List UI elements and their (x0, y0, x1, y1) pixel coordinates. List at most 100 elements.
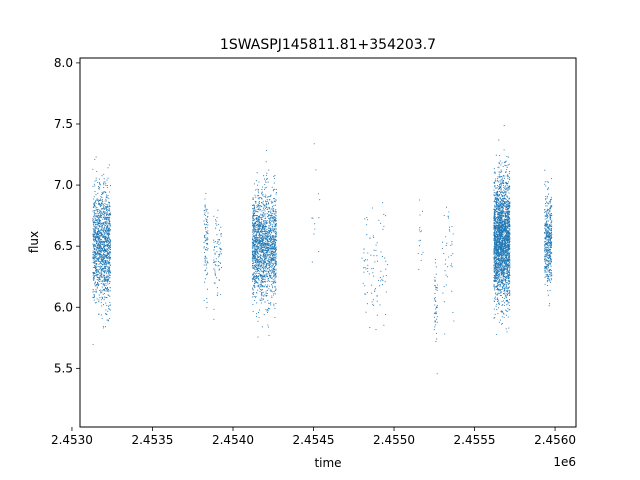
data-point (504, 194, 506, 196)
data-point (315, 169, 317, 171)
data-point (101, 213, 103, 215)
data-point (100, 254, 102, 256)
data-point (254, 268, 256, 270)
data-point (267, 196, 269, 198)
data-point (103, 284, 105, 286)
data-point (96, 170, 98, 172)
data-point (103, 293, 105, 295)
data-point (419, 199, 421, 201)
data-point (107, 235, 109, 237)
data-point (495, 154, 497, 156)
data-point (203, 213, 205, 215)
data-point (206, 226, 208, 228)
data-point (381, 278, 383, 280)
data-point (272, 253, 274, 255)
data-point (374, 288, 377, 290)
data-point (493, 238, 495, 240)
data-point (215, 258, 217, 260)
data-point (385, 268, 387, 270)
data-point (99, 199, 101, 201)
data-point (92, 278, 94, 280)
data-point (271, 242, 273, 244)
data-point (99, 183, 101, 185)
data-point (498, 253, 500, 255)
data-point (372, 272, 374, 274)
data-point (368, 273, 370, 275)
data-point (108, 238, 110, 240)
data-point (264, 256, 266, 258)
data-point (254, 260, 256, 262)
data-point (96, 214, 98, 216)
data-point (106, 197, 108, 199)
data-point (505, 257, 507, 259)
data-point (100, 280, 102, 282)
data-point (108, 258, 110, 260)
data-point (252, 267, 254, 269)
data-point (93, 235, 95, 237)
data-point (497, 166, 499, 168)
data-point (435, 306, 437, 308)
data-point (97, 239, 99, 241)
data-point (275, 249, 277, 251)
data-point (497, 259, 499, 261)
data-point (100, 268, 102, 270)
data-point (259, 268, 261, 270)
data-point (253, 268, 255, 270)
data-point (500, 176, 503, 178)
data-point (443, 285, 445, 288)
data-point (258, 202, 260, 205)
data-point (367, 219, 369, 221)
data-point (502, 203, 504, 205)
data-point (271, 186, 273, 188)
data-point (204, 227, 207, 229)
data-point (273, 252, 275, 254)
data-point (101, 280, 103, 282)
data-point (497, 292, 499, 294)
data-point (92, 220, 94, 222)
data-point (382, 228, 384, 230)
data-point (380, 280, 382, 282)
data-point (270, 276, 272, 279)
data-point (99, 268, 101, 270)
data-point (99, 246, 101, 248)
data-point (505, 284, 507, 286)
data-point (259, 265, 261, 267)
data-point (101, 240, 103, 242)
data-point (258, 218, 260, 220)
data-point (266, 257, 268, 259)
data-point (206, 267, 208, 269)
data-point (496, 211, 499, 213)
data-point (508, 276, 510, 278)
data-point (505, 219, 507, 221)
data-point (274, 188, 276, 190)
data-point (256, 218, 259, 220)
data-point (107, 209, 109, 211)
data-point (94, 281, 96, 284)
data-point (252, 263, 254, 265)
data-point (103, 254, 106, 256)
data-point (97, 199, 99, 201)
data-point (259, 283, 261, 285)
data-point (92, 257, 94, 259)
data-point (96, 287, 99, 289)
data-point (494, 202, 497, 204)
data-point (104, 218, 106, 220)
data-point (275, 209, 277, 211)
data-point (104, 211, 106, 213)
data-point (94, 266, 96, 268)
data-point (204, 209, 206, 211)
data-point (94, 217, 96, 219)
data-point (508, 225, 511, 227)
data-point (258, 272, 260, 275)
data-point (442, 241, 444, 243)
data-point (497, 287, 499, 289)
data-point (502, 207, 504, 209)
data-point (507, 307, 509, 309)
data-point (269, 285, 271, 287)
data-point (205, 208, 207, 210)
data-point (262, 231, 264, 233)
data-point (255, 281, 257, 283)
data-point (268, 248, 270, 250)
data-point (504, 266, 506, 268)
data-point (318, 251, 320, 253)
